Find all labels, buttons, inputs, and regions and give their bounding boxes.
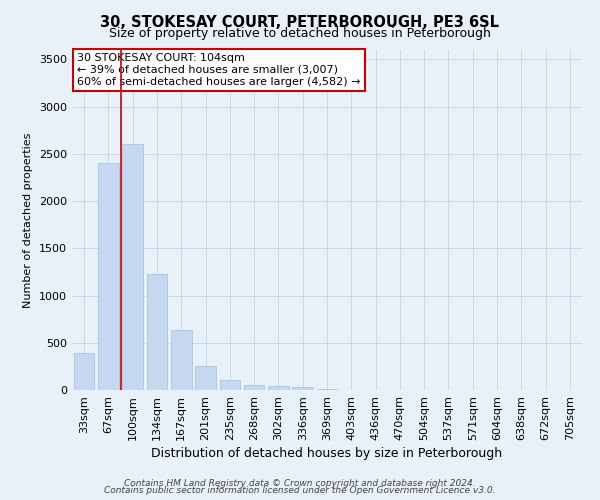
Text: 30, STOKESAY COURT, PETERBOROUGH, PE3 6SL: 30, STOKESAY COURT, PETERBOROUGH, PE3 6S… <box>101 15 499 30</box>
Text: 30 STOKESAY COURT: 104sqm
← 39% of detached houses are smaller (3,007)
60% of se: 30 STOKESAY COURT: 104sqm ← 39% of detac… <box>77 54 361 86</box>
Bar <box>244 385 265 390</box>
X-axis label: Distribution of detached houses by size in Peterborough: Distribution of detached houses by size … <box>151 447 503 460</box>
Bar <box>146 274 167 390</box>
Bar <box>122 144 143 390</box>
Bar <box>317 389 337 390</box>
Bar <box>220 380 240 390</box>
Bar <box>268 386 289 390</box>
Bar <box>292 387 313 390</box>
Bar <box>171 330 191 390</box>
Text: Contains public sector information licensed under the Open Government Licence v3: Contains public sector information licen… <box>104 486 496 495</box>
Bar <box>98 164 119 390</box>
Text: Contains HM Land Registry data © Crown copyright and database right 2024.: Contains HM Land Registry data © Crown c… <box>124 478 476 488</box>
Bar <box>74 353 94 390</box>
Y-axis label: Number of detached properties: Number of detached properties <box>23 132 34 308</box>
Text: Size of property relative to detached houses in Peterborough: Size of property relative to detached ho… <box>109 28 491 40</box>
Bar <box>195 366 216 390</box>
